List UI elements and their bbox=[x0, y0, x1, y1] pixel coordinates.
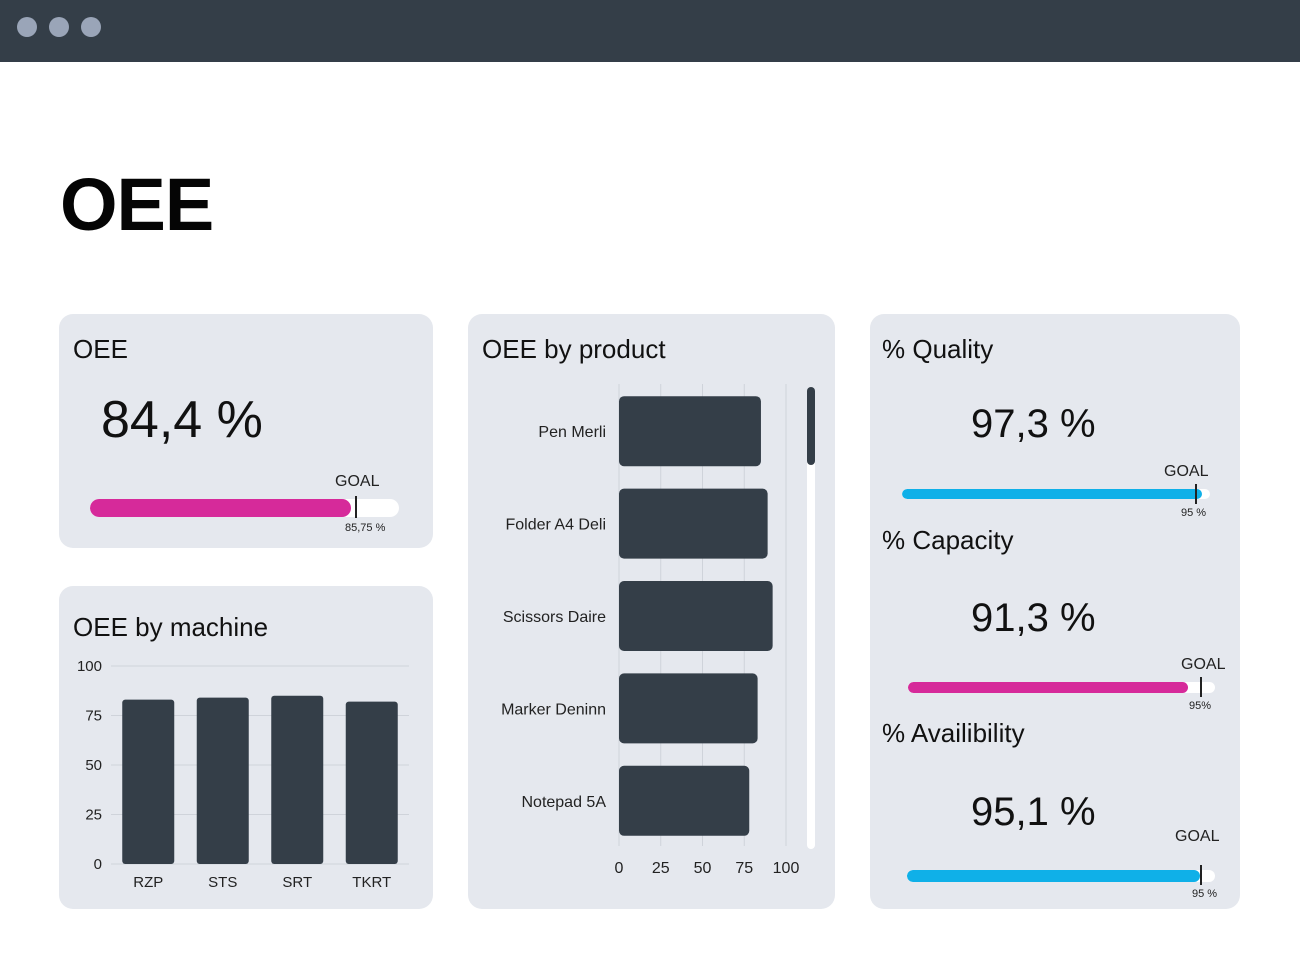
availability-value: 95,1 % bbox=[971, 790, 1096, 834]
bar-marker-deninn bbox=[619, 673, 758, 744]
y-tick-label: Scissors Daire bbox=[503, 609, 606, 626]
product-scrollbar-thumb[interactable] bbox=[807, 387, 815, 465]
bar-folder-a4-deli bbox=[619, 488, 768, 559]
availability-goal-value: 95 % bbox=[1192, 888, 1218, 900]
capacity-goal-label: GOAL bbox=[1181, 656, 1226, 673]
y-tick-label: 50 bbox=[85, 757, 102, 774]
x-tick-label: RZP bbox=[133, 874, 163, 891]
bar-scissors-daire bbox=[619, 581, 773, 651]
x-tick-label: 0 bbox=[615, 860, 624, 877]
y-tick-label: 75 bbox=[85, 708, 102, 725]
oee-goal-label: GOAL bbox=[335, 473, 380, 490]
x-tick-label: 75 bbox=[735, 860, 753, 877]
y-tick-label: Marker Deninn bbox=[501, 701, 606, 718]
oee-progress-bar bbox=[90, 499, 399, 517]
y-tick-label: 0 bbox=[94, 856, 102, 873]
product-bar-chart: 0 25 50 75 100 Pen Merli Folder A4 Deli Scissor… bbox=[501, 384, 800, 877]
quality-goal-value: 95 % bbox=[1181, 507, 1207, 519]
availability-goal-label: GOAL bbox=[1175, 828, 1220, 845]
x-tick-label: TKRT bbox=[352, 874, 391, 891]
oee-progress-fill bbox=[90, 499, 351, 517]
capacity-value: 91,3 % bbox=[971, 596, 1096, 640]
window-dot-maximize[interactable] bbox=[81, 17, 101, 37]
window-dot-close[interactable] bbox=[17, 17, 37, 37]
bar-sts bbox=[196, 697, 249, 864]
quality-goal-marker bbox=[1194, 484, 1197, 504]
x-tick-label: STS bbox=[208, 874, 237, 891]
bar-pen-merli bbox=[619, 396, 761, 467]
availability-progress-fill bbox=[907, 870, 1200, 882]
product-card: OEE by product 0 25 50 75 100 Pen Merli Folder… bbox=[468, 314, 835, 909]
capacity-goal-value: 95% bbox=[1189, 700, 1212, 712]
machine-card: OEE by machine 0 25 50 75 100 RZP STS SRT TKRT bbox=[59, 586, 433, 909]
page-title: OEE bbox=[60, 163, 214, 246]
y-tick-label: Folder A4 Deli bbox=[506, 517, 607, 534]
quality-value: 97,3 % bbox=[971, 402, 1096, 446]
y-tick-label: Notepad 5A bbox=[521, 794, 606, 811]
quality-progress-bar bbox=[902, 489, 1210, 499]
capacity-goal-marker bbox=[1199, 677, 1202, 697]
availability-goal-marker bbox=[1199, 865, 1202, 885]
y-tick-label: 25 bbox=[85, 807, 102, 824]
oee-card-title: OEE bbox=[73, 334, 128, 364]
bar-srt bbox=[271, 695, 324, 864]
product-scrollbar[interactable] bbox=[807, 387, 815, 849]
quality-progress-fill bbox=[902, 489, 1202, 499]
oee-goal-marker bbox=[354, 496, 357, 518]
y-tick-label: 100 bbox=[77, 658, 102, 675]
bar-rzp bbox=[122, 699, 175, 864]
quality-title: % Quality bbox=[882, 334, 994, 364]
bar-tkrt bbox=[345, 701, 398, 864]
oee-value: 84,4 % bbox=[101, 391, 263, 449]
x-tick-label: 50 bbox=[694, 860, 712, 877]
metrics-card: % Quality 97,3 % GOAL 95 % % Capacity 91… bbox=[870, 314, 1240, 909]
availability-progress-bar bbox=[907, 870, 1215, 882]
bar-notepad-5a bbox=[619, 765, 750, 836]
y-tick-label: Pen Merli bbox=[538, 424, 606, 441]
product-card-title: OEE by product bbox=[482, 334, 666, 364]
window-dot-minimize[interactable] bbox=[49, 17, 69, 37]
oee-goal-value: 85,75 % bbox=[345, 522, 386, 534]
x-tick-label: SRT bbox=[282, 874, 312, 891]
machine-card-title: OEE by machine bbox=[73, 612, 269, 642]
capacity-progress-fill bbox=[908, 682, 1189, 693]
machine-bar-chart: 0 25 50 75 100 RZP STS SRT TKRT bbox=[77, 658, 409, 891]
quality-goal-label: GOAL bbox=[1164, 463, 1209, 480]
availability-title: % Availibility bbox=[882, 718, 1025, 748]
capacity-progress-bar bbox=[908, 682, 1215, 693]
x-tick-label: 25 bbox=[652, 860, 670, 877]
capacity-title: % Capacity bbox=[882, 525, 1014, 555]
window-titlebar bbox=[0, 0, 1300, 62]
oee-card: OEE 84,4 % GOAL 85,75 % bbox=[59, 314, 433, 548]
x-tick-label: 100 bbox=[773, 860, 800, 877]
